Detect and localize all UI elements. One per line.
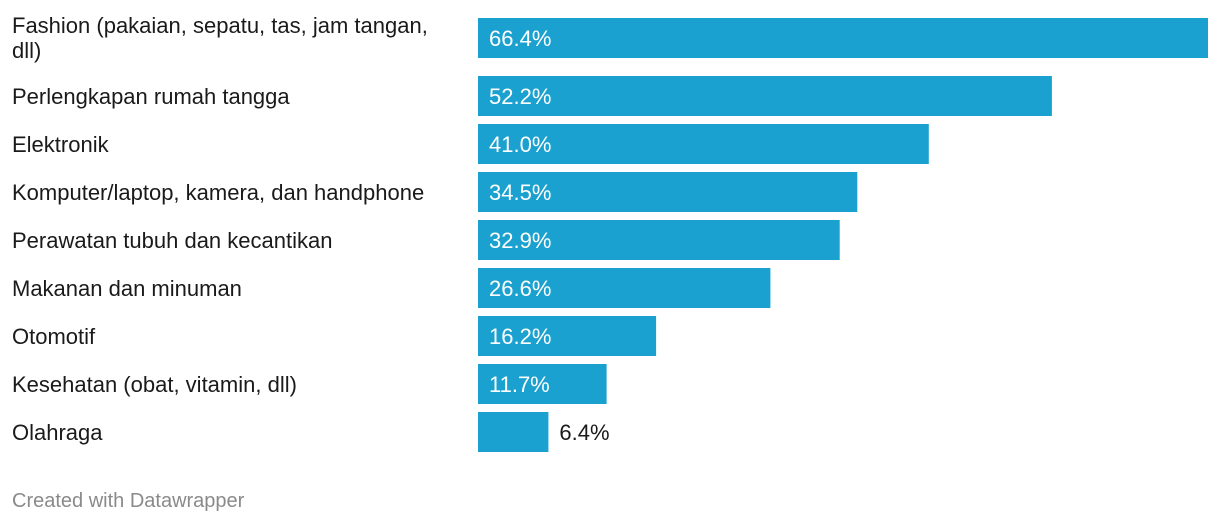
- category-label: Makanan dan minuman: [12, 276, 242, 301]
- value-label: 32.9%: [489, 228, 551, 253]
- bar: [478, 364, 607, 404]
- bar: [478, 76, 1052, 116]
- category-label: Perawatan tubuh dan kecantikan: [12, 228, 332, 253]
- value-label: 52.2%: [489, 84, 551, 109]
- category-label: Komputer/laptop, kamera, dan handphone: [12, 180, 424, 205]
- category-label: Olahraga: [12, 420, 103, 445]
- bar: [478, 268, 771, 308]
- bar: [478, 316, 657, 356]
- value-label: 6.4%: [559, 420, 609, 445]
- value-label: 34.5%: [489, 180, 551, 205]
- bar: [478, 18, 1208, 58]
- value-label: 41.0%: [489, 132, 551, 157]
- value-label: 11.7%: [489, 372, 550, 397]
- bar: [478, 124, 929, 164]
- category-label: Elektronik: [12, 132, 110, 157]
- bar: [478, 172, 858, 212]
- footer-credit: Created with Datawrapper: [12, 490, 245, 512]
- value-label: 26.6%: [489, 276, 551, 301]
- category-label: Perlengkapan rumah tangga: [12, 84, 290, 109]
- category-label: Fashion (pakaian, sepatu, tas, jam tanga…: [12, 13, 428, 63]
- value-label: 16.2%: [489, 324, 551, 349]
- bar: [478, 412, 549, 452]
- value-label: 66.4%: [489, 26, 551, 51]
- category-label: Otomotif: [12, 324, 96, 349]
- bar: [478, 220, 840, 260]
- category-label: Kesehatan (obat, vitamin, dll): [12, 372, 297, 397]
